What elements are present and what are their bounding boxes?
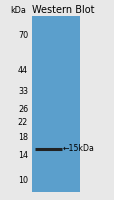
Text: ←15kDa: ←15kDa — [63, 144, 94, 153]
Text: kDa: kDa — [10, 6, 26, 15]
Text: Western Blot: Western Blot — [32, 5, 94, 15]
